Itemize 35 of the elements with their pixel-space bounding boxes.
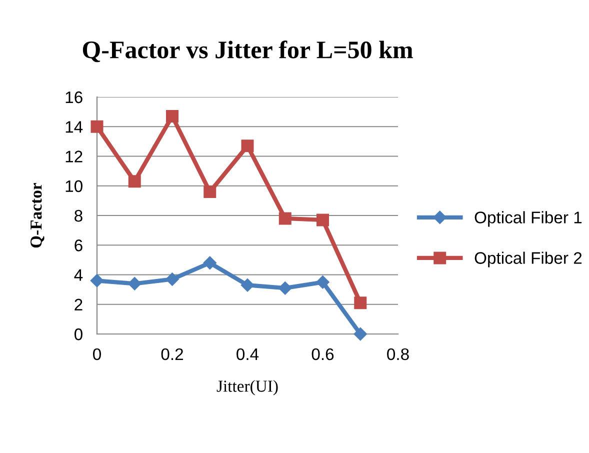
legend-label: Optical Fiber 2 <box>474 252 582 268</box>
y-tick-label: 14 <box>66 121 83 133</box>
x-tick-label: 0.6 <box>312 348 334 360</box>
y-tick-label: 4 <box>74 269 83 281</box>
point <box>203 256 216 270</box>
point <box>90 120 104 133</box>
point <box>90 274 104 288</box>
point <box>354 296 367 310</box>
y-tick-label: 12 <box>66 150 82 162</box>
point <box>166 110 178 123</box>
point <box>278 212 292 225</box>
point <box>241 140 254 152</box>
x-tick-label: 0.4 <box>236 348 259 360</box>
point <box>128 175 141 188</box>
x-tick-label: 0.8 <box>387 348 409 360</box>
point <box>316 214 329 226</box>
y-tick-label: 8 <box>74 210 82 222</box>
y-tick-label: 6 <box>74 240 82 252</box>
y-tick-label: 0 <box>74 328 82 340</box>
x-tick-label: 0.2 <box>161 348 183 360</box>
point <box>316 276 330 289</box>
x-axis-title: Jitter(UI) <box>216 380 278 396</box>
y-axis-title: Q-Factor <box>30 183 44 248</box>
point <box>204 186 216 198</box>
point <box>354 327 367 341</box>
legend-label: Optical Fiber 1 <box>474 211 582 227</box>
point <box>128 277 142 290</box>
x-tick-label: 0 <box>93 348 101 360</box>
point <box>278 281 292 295</box>
y-tick-label: 10 <box>66 180 82 192</box>
point <box>166 272 179 286</box>
y-tick-label: 16 <box>66 91 82 104</box>
chart-title: Q-Factor vs Jitter for L=50 km <box>82 40 413 62</box>
y-tick-label: 2 <box>74 298 82 310</box>
point <box>240 278 254 292</box>
